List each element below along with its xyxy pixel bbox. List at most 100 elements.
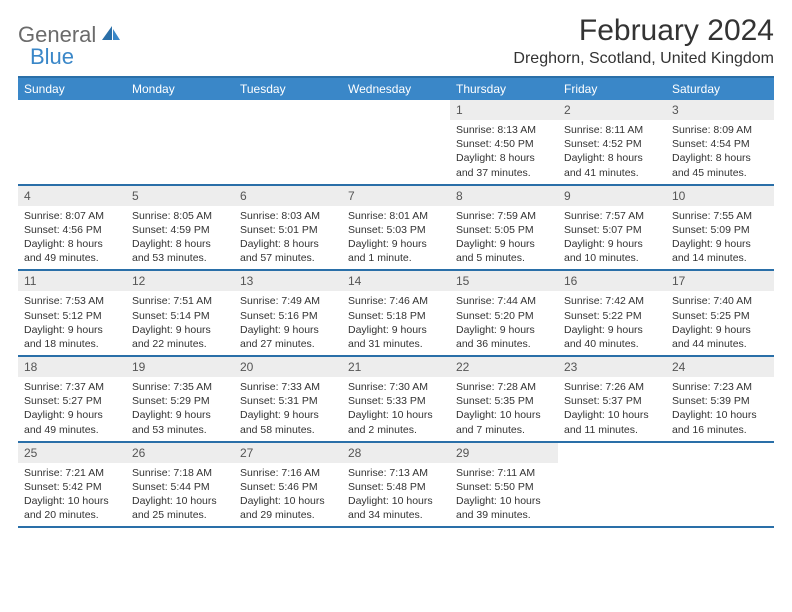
sunrise-line: Sunrise: 7:44 AM — [456, 294, 552, 308]
daylight-line: Daylight: 10 hours and 39 minutes. — [456, 494, 552, 522]
day-body: Sunrise: 8:03 AMSunset: 5:01 PMDaylight:… — [234, 206, 342, 270]
weekday-friday: Friday — [558, 78, 666, 100]
day-body: Sunrise: 7:37 AMSunset: 5:27 PMDaylight:… — [18, 377, 126, 441]
day-cell: 10Sunrise: 7:55 AMSunset: 5:09 PMDayligh… — [666, 186, 774, 270]
day-cell: 24Sunrise: 7:23 AMSunset: 5:39 PMDayligh… — [666, 357, 774, 441]
sunset-line: Sunset: 5:12 PM — [24, 309, 120, 323]
sunset-line: Sunset: 5:01 PM — [240, 223, 336, 237]
sunset-line: Sunset: 4:56 PM — [24, 223, 120, 237]
sunset-line: Sunset: 5:48 PM — [348, 480, 444, 494]
sunset-line: Sunset: 5:31 PM — [240, 394, 336, 408]
daylight-line: Daylight: 10 hours and 11 minutes. — [564, 408, 660, 436]
daylight-line: Daylight: 9 hours and 5 minutes. — [456, 237, 552, 265]
day-number-empty — [18, 100, 126, 120]
sunrise-line: Sunrise: 8:07 AM — [24, 209, 120, 223]
weekday-header-row: Sunday Monday Tuesday Wednesday Thursday… — [18, 78, 774, 100]
week-row: 18Sunrise: 7:37 AMSunset: 5:27 PMDayligh… — [18, 357, 774, 443]
calendar: Sunday Monday Tuesday Wednesday Thursday… — [18, 76, 774, 528]
daylight-line: Daylight: 9 hours and 58 minutes. — [240, 408, 336, 436]
sunrise-line: Sunrise: 7:26 AM — [564, 380, 660, 394]
sunset-line: Sunset: 4:54 PM — [672, 137, 768, 151]
daylight-line: Daylight: 10 hours and 29 minutes. — [240, 494, 336, 522]
day-body: Sunrise: 7:42 AMSunset: 5:22 PMDaylight:… — [558, 291, 666, 355]
day-cell: 29Sunrise: 7:11 AMSunset: 5:50 PMDayligh… — [450, 443, 558, 527]
day-body: Sunrise: 8:07 AMSunset: 4:56 PMDaylight:… — [18, 206, 126, 270]
day-number: 9 — [558, 186, 666, 206]
location: Dreghorn, Scotland, United Kingdom — [513, 50, 774, 68]
day-cell — [558, 443, 666, 527]
day-cell: 26Sunrise: 7:18 AMSunset: 5:44 PMDayligh… — [126, 443, 234, 527]
sunrise-line: Sunrise: 7:40 AM — [672, 294, 768, 308]
daylight-line: Daylight: 10 hours and 2 minutes. — [348, 408, 444, 436]
daylight-line: Daylight: 9 hours and 40 minutes. — [564, 323, 660, 351]
daylight-line: Daylight: 8 hours and 49 minutes. — [24, 237, 120, 265]
day-number: 14 — [342, 271, 450, 291]
day-cell: 14Sunrise: 7:46 AMSunset: 5:18 PMDayligh… — [342, 271, 450, 355]
sunset-line: Sunset: 5:29 PM — [132, 394, 228, 408]
sunset-line: Sunset: 4:59 PM — [132, 223, 228, 237]
weekday-thursday: Thursday — [450, 78, 558, 100]
sunset-line: Sunset: 5:14 PM — [132, 309, 228, 323]
day-number-empty — [126, 100, 234, 120]
day-cell: 16Sunrise: 7:42 AMSunset: 5:22 PMDayligh… — [558, 271, 666, 355]
day-body: Sunrise: 8:01 AMSunset: 5:03 PMDaylight:… — [342, 206, 450, 270]
day-cell: 7Sunrise: 8:01 AMSunset: 5:03 PMDaylight… — [342, 186, 450, 270]
sunrise-line: Sunrise: 7:57 AM — [564, 209, 660, 223]
sunset-line: Sunset: 5:18 PM — [348, 309, 444, 323]
day-body: Sunrise: 7:16 AMSunset: 5:46 PMDaylight:… — [234, 463, 342, 527]
day-number: 29 — [450, 443, 558, 463]
day-cell: 4Sunrise: 8:07 AMSunset: 4:56 PMDaylight… — [18, 186, 126, 270]
logo: General — [18, 14, 124, 48]
sunset-line: Sunset: 5:07 PM — [564, 223, 660, 237]
day-cell: 19Sunrise: 7:35 AMSunset: 5:29 PMDayligh… — [126, 357, 234, 441]
day-number-empty — [342, 100, 450, 120]
day-cell: 9Sunrise: 7:57 AMSunset: 5:07 PMDaylight… — [558, 186, 666, 270]
day-body: Sunrise: 7:59 AMSunset: 5:05 PMDaylight:… — [450, 206, 558, 270]
day-body: Sunrise: 7:23 AMSunset: 5:39 PMDaylight:… — [666, 377, 774, 441]
weekday-sunday: Sunday — [18, 78, 126, 100]
sunset-line: Sunset: 5:37 PM — [564, 394, 660, 408]
day-number: 15 — [450, 271, 558, 291]
header: General February 2024 Dreghorn, Scotland… — [18, 14, 774, 68]
month-title: February 2024 — [513, 14, 774, 48]
day-number: 17 — [666, 271, 774, 291]
day-cell: 13Sunrise: 7:49 AMSunset: 5:16 PMDayligh… — [234, 271, 342, 355]
day-cell: 21Sunrise: 7:30 AMSunset: 5:33 PMDayligh… — [342, 357, 450, 441]
day-number: 13 — [234, 271, 342, 291]
sunset-line: Sunset: 4:50 PM — [456, 137, 552, 151]
sunset-line: Sunset: 5:05 PM — [456, 223, 552, 237]
sunrise-line: Sunrise: 7:30 AM — [348, 380, 444, 394]
weekday-tuesday: Tuesday — [234, 78, 342, 100]
day-body: Sunrise: 7:46 AMSunset: 5:18 PMDaylight:… — [342, 291, 450, 355]
sunset-line: Sunset: 5:22 PM — [564, 309, 660, 323]
sunset-line: Sunset: 5:16 PM — [240, 309, 336, 323]
day-body: Sunrise: 7:21 AMSunset: 5:42 PMDaylight:… — [18, 463, 126, 527]
day-body: Sunrise: 8:09 AMSunset: 4:54 PMDaylight:… — [666, 120, 774, 184]
sunrise-line: Sunrise: 7:53 AM — [24, 294, 120, 308]
sunrise-line: Sunrise: 8:01 AM — [348, 209, 444, 223]
day-body: Sunrise: 7:26 AMSunset: 5:37 PMDaylight:… — [558, 377, 666, 441]
day-body: Sunrise: 7:55 AMSunset: 5:09 PMDaylight:… — [666, 206, 774, 270]
day-body: Sunrise: 7:44 AMSunset: 5:20 PMDaylight:… — [450, 291, 558, 355]
daylight-line: Daylight: 9 hours and 44 minutes. — [672, 323, 768, 351]
day-number: 4 — [18, 186, 126, 206]
day-body: Sunrise: 7:18 AMSunset: 5:44 PMDaylight:… — [126, 463, 234, 527]
day-body: Sunrise: 8:13 AMSunset: 4:50 PMDaylight:… — [450, 120, 558, 184]
daylight-line: Daylight: 10 hours and 25 minutes. — [132, 494, 228, 522]
day-cell — [234, 100, 342, 184]
sunrise-line: Sunrise: 8:13 AM — [456, 123, 552, 137]
daylight-line: Daylight: 10 hours and 16 minutes. — [672, 408, 768, 436]
day-number: 19 — [126, 357, 234, 377]
day-body: Sunrise: 7:33 AMSunset: 5:31 PMDaylight:… — [234, 377, 342, 441]
sunset-line: Sunset: 5:46 PM — [240, 480, 336, 494]
day-cell: 22Sunrise: 7:28 AMSunset: 5:35 PMDayligh… — [450, 357, 558, 441]
daylight-line: Daylight: 8 hours and 53 minutes. — [132, 237, 228, 265]
sunrise-line: Sunrise: 8:09 AM — [672, 123, 768, 137]
day-number: 8 — [450, 186, 558, 206]
day-number-empty — [234, 100, 342, 120]
day-cell: 3Sunrise: 8:09 AMSunset: 4:54 PMDaylight… — [666, 100, 774, 184]
sunset-line: Sunset: 5:50 PM — [456, 480, 552, 494]
week-row: 4Sunrise: 8:07 AMSunset: 4:56 PMDaylight… — [18, 186, 774, 272]
title-block: February 2024 Dreghorn, Scotland, United… — [513, 14, 774, 68]
daylight-line: Daylight: 9 hours and 27 minutes. — [240, 323, 336, 351]
